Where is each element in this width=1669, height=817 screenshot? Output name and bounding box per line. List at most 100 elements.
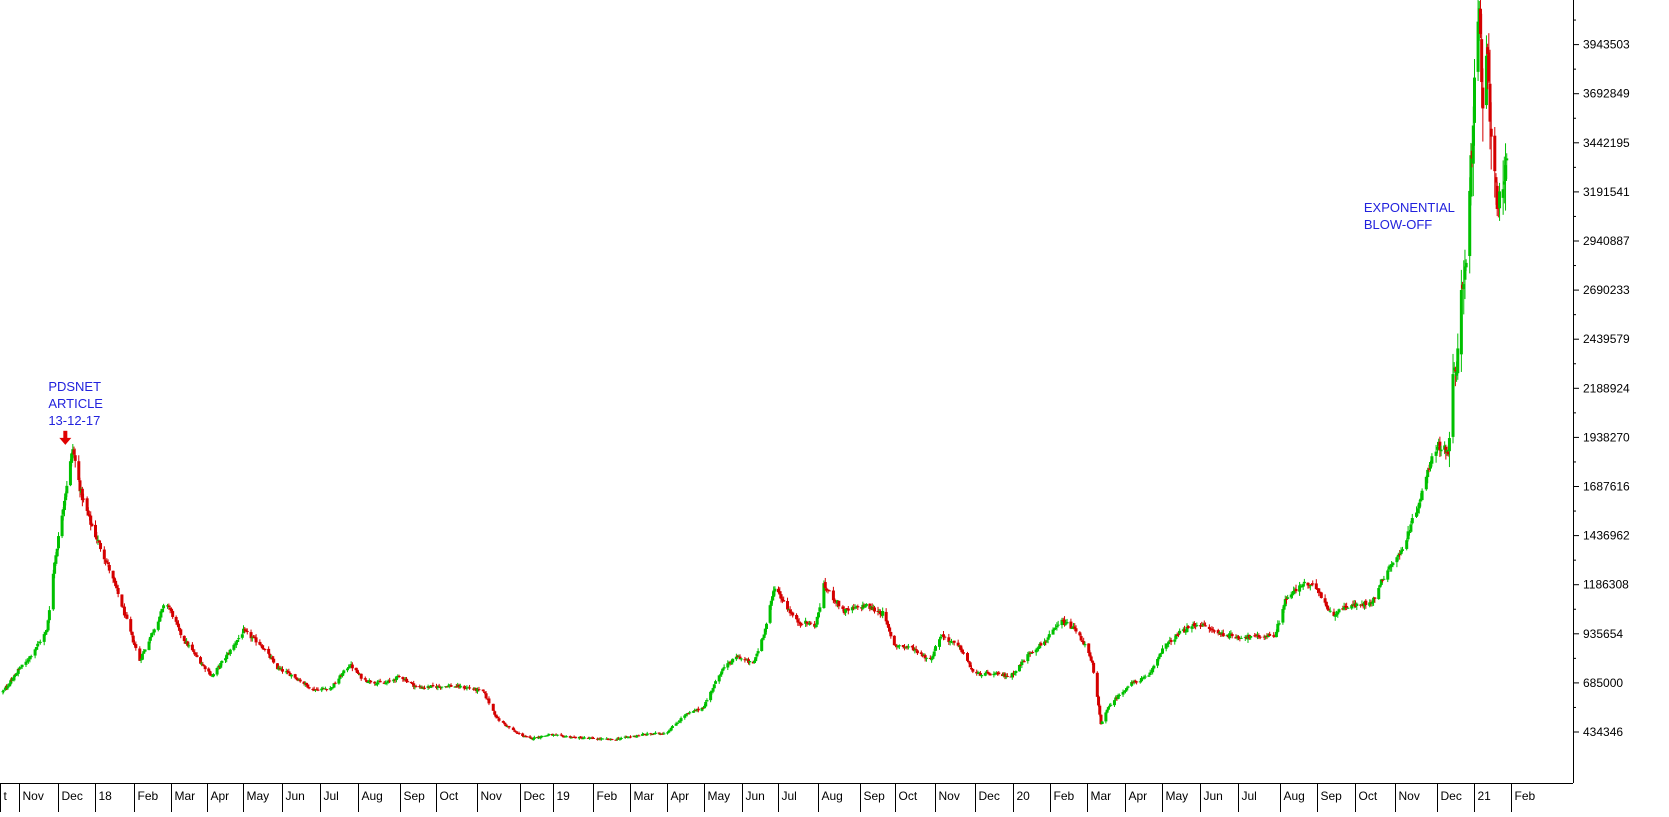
x-tick-label: Nov: [1399, 789, 1420, 803]
candle: [768, 604, 772, 625]
candle: [369, 679, 373, 684]
candle: [762, 634, 766, 641]
candle: [1401, 546, 1404, 553]
candle: [1298, 581, 1302, 596]
candle: [1161, 645, 1164, 654]
candle: [62, 497, 66, 517]
candle: [1314, 579, 1318, 591]
candle: [89, 511, 93, 531]
x-tick-label: Dec: [524, 789, 545, 803]
candle: [924, 657, 928, 662]
candle: [511, 726, 515, 731]
candle: [1504, 143, 1508, 211]
candle: [95, 531, 99, 544]
candle: [555, 734, 559, 737]
candle: [162, 603, 166, 613]
candle: [796, 615, 800, 626]
candle: [1014, 670, 1018, 676]
x-tick-label: Mar: [634, 789, 655, 803]
candle: [160, 608, 164, 613]
candle: [1410, 513, 1414, 525]
candle: [773, 586, 777, 596]
candle: [1301, 582, 1305, 590]
candle: [332, 683, 336, 688]
candle: [532, 735, 536, 741]
candle: [1319, 592, 1323, 599]
y-tick-label: 2940887: [1583, 234, 1630, 248]
candle: [1109, 702, 1113, 707]
candle: [721, 667, 725, 673]
candle: [754, 656, 758, 662]
candle: [705, 698, 709, 702]
candle: [462, 685, 466, 691]
candle: [1112, 699, 1116, 707]
candle: [287, 668, 291, 674]
candle: [249, 629, 253, 642]
candle: [797, 618, 801, 627]
candle: [748, 660, 752, 666]
x-tick-label: Aug: [362, 789, 383, 803]
candle: [6, 683, 10, 690]
candle: [601, 738, 605, 740]
candle: [1302, 578, 1306, 586]
candle: [1406, 525, 1410, 542]
candle: [116, 584, 120, 598]
candle: [1164, 643, 1168, 652]
candle: [1126, 685, 1130, 689]
candle: [1463, 249, 1467, 300]
candle: [788, 606, 792, 617]
candle: [501, 720, 505, 723]
candle: [99, 540, 103, 552]
candle: [726, 660, 730, 671]
candle: [73, 448, 77, 468]
candle: [65, 480, 69, 497]
candle: [779, 591, 783, 603]
candle: [837, 600, 841, 610]
x-tick-label: Aug: [822, 789, 843, 803]
x-tick-label: May: [1166, 789, 1189, 803]
candle: [46, 619, 50, 632]
candle: [1476, 0, 1480, 81]
candle: [14, 672, 18, 676]
candle: [1473, 58, 1476, 146]
candle: [406, 679, 410, 683]
candle: [1095, 671, 1099, 698]
candle: [966, 651, 969, 663]
candle: [289, 674, 293, 679]
candle: [947, 633, 951, 646]
x-tick-label: Jun: [746, 789, 765, 803]
candle: [1311, 580, 1315, 587]
annotation-pdsnet-article: PDSNET ARTICLE 13-12-17: [48, 379, 103, 445]
candle: [333, 681, 337, 685]
x-tick-label: Sep: [864, 789, 886, 803]
candle: [120, 594, 124, 608]
y-tick-label: 3943503: [1583, 38, 1630, 52]
candle: [90, 522, 94, 527]
candle: [1156, 658, 1160, 669]
candle: [262, 645, 266, 650]
x-tick-label: Mar: [1091, 789, 1112, 803]
x-tick-label: Dec: [62, 789, 83, 803]
candle: [33, 648, 37, 659]
x-tick-label: Jul: [1242, 789, 1257, 803]
x-tick-label: 18: [99, 789, 113, 803]
candle: [1017, 664, 1021, 672]
candle: [1498, 182, 1502, 221]
candle: [1481, 68, 1485, 142]
candle: [125, 611, 129, 620]
candle: [272, 656, 276, 664]
candle: [1056, 620, 1060, 628]
candle: [1228, 631, 1232, 640]
candle: [1105, 709, 1109, 714]
x-tick-label: Oct: [899, 789, 918, 803]
candle: [1020, 659, 1024, 669]
candle: [906, 643, 910, 650]
candle: [731, 658, 735, 665]
candle: [325, 688, 329, 692]
candle: [507, 725, 511, 730]
candle: [1140, 676, 1144, 683]
candle: [889, 631, 893, 639]
candle: [68, 459, 72, 487]
candle: [1333, 611, 1337, 621]
candle: [431, 682, 435, 688]
